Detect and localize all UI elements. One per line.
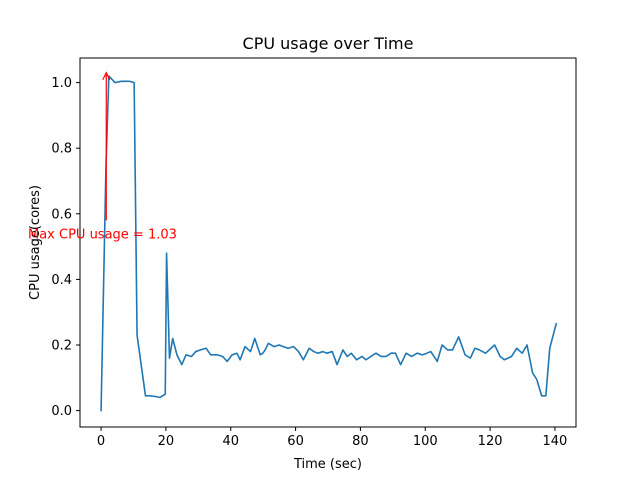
annotation-label: Max CPU usage = 1.03	[28, 227, 177, 242]
y-tick-label: 0.4	[51, 273, 72, 288]
y-tick-label: 0.6	[51, 207, 72, 222]
series-line-cpu-usage	[100, 75, 558, 412]
x-tick-label: 60	[287, 434, 304, 449]
x-axis-ticks: 0 20 40 60 80 100 120 140	[97, 427, 567, 449]
x-tick-label: 0	[97, 434, 105, 449]
y-axis-label: CPU usage(cores)	[28, 185, 43, 300]
series-layer	[100, 75, 558, 412]
x-tick-label: 120	[478, 434, 503, 449]
y-tick-label: 1.0	[51, 76, 72, 91]
max-annotation: Max CPU usage = 1.03	[28, 71, 177, 242]
plot-area-frame	[79, 57, 577, 428]
x-tick-label: 80	[352, 434, 369, 449]
x-tick-label: 140	[543, 434, 568, 449]
x-tick-label: 40	[222, 434, 239, 449]
x-tick-label: 20	[158, 434, 175, 449]
y-tick-label: 0.2	[51, 339, 72, 354]
x-tick-label: 100	[413, 434, 438, 449]
annotation-arrow-head	[102, 71, 111, 81]
y-tick-label: 0.8	[51, 142, 72, 157]
y-tick-label: 0.0	[51, 404, 72, 419]
x-axis-label: Time (sec)	[293, 457, 362, 472]
y-axis-ticks: 0.0 0.2 0.4 0.6 0.8 1.0	[51, 76, 80, 419]
chart-title: CPU usage over Time	[243, 34, 414, 53]
